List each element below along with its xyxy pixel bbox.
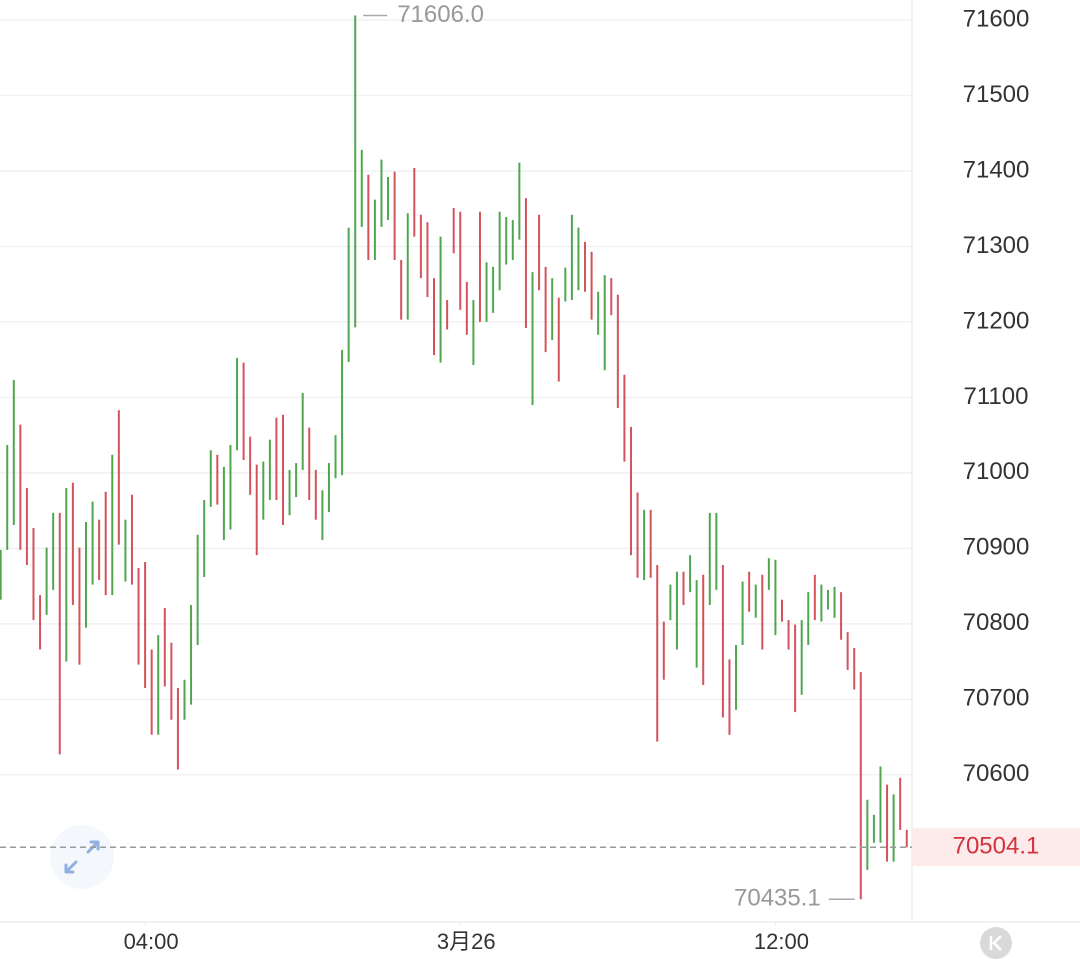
x-tick-label: 04:00 [124,929,179,954]
last-price-label: 70504.1 [953,833,1040,860]
y-tick-label: 71300 [963,232,1030,259]
y-tick-label: 71000 [963,458,1030,485]
y-tick-label: 70900 [963,534,1030,561]
y-tick-label: 70800 [963,609,1030,636]
y-tick-label: 71500 [963,81,1030,108]
low-label: 70435.1 [734,885,821,912]
scroll-latest-button[interactable] [980,927,1012,959]
y-tick-label: 71200 [963,307,1030,334]
y-tick-label: 71600 [963,5,1030,32]
expand-button[interactable] [50,825,114,889]
high-label: 71606.0 [397,1,484,28]
y-tick-label: 71100 [964,383,1029,410]
y-tick-label: 71400 [963,156,1030,183]
expand-button-bg[interactable] [50,825,114,889]
y-tick-label: 70600 [963,760,1030,787]
y-tick-label: 70700 [963,685,1030,712]
scroll-latest-icon [989,935,1002,951]
scroll-latest-bg[interactable] [980,927,1012,959]
x-tick-label: 3月26 [437,929,496,954]
x-tick-label: 12:00 [754,929,809,954]
last-price-box [912,828,1080,867]
